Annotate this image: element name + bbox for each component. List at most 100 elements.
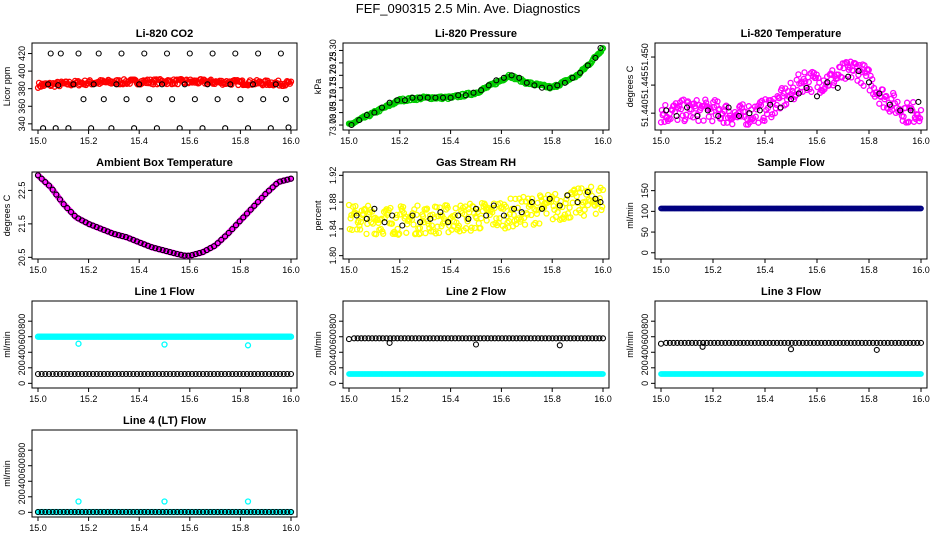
- data-point: [431, 214, 438, 221]
- data-point: [90, 81, 97, 88]
- data-point: [785, 339, 792, 346]
- data-point: [670, 339, 677, 346]
- data-point: [530, 221, 537, 228]
- data-point: [869, 76, 876, 83]
- data-point: [414, 202, 421, 209]
- data-point: [684, 98, 692, 105]
- data-point: [779, 93, 786, 100]
- data-point: [877, 339, 884, 346]
- data-point: [417, 219, 424, 226]
- data-point: [161, 341, 168, 348]
- data-point: [734, 114, 741, 121]
- data-point: [578, 335, 585, 342]
- y-tick-label: 73.25: [328, 52, 338, 75]
- data-point: [45, 81, 52, 88]
- data-point: [910, 339, 917, 346]
- x-tick-label: 15.4: [130, 523, 148, 533]
- data-point: [144, 242, 152, 249]
- x-tick-label: 16.0: [912, 136, 930, 146]
- x-tick-label: 15.2: [80, 265, 98, 275]
- panel-line2-flow: Line 2 Flow 15.0 15.2 15.4 15.6 15.8 16.0 0 2004…: [313, 286, 612, 404]
- data-point: [225, 229, 232, 236]
- data-point: [584, 62, 591, 69]
- x-tick-label: 15.2: [80, 136, 98, 146]
- data-point: [444, 335, 451, 342]
- data-point: [746, 110, 753, 117]
- panel-ambient-temp: Ambient Box Temperature 15.0 15.2 15.4 15.6 1…: [2, 157, 300, 275]
- x-tick-label: 15.8: [543, 136, 561, 146]
- data-point: [562, 200, 569, 207]
- data-point: [146, 96, 153, 103]
- data-point: [536, 220, 543, 227]
- data-point: [599, 45, 607, 52]
- data-point: [255, 50, 262, 57]
- data-point: [829, 339, 836, 346]
- data-point: [787, 79, 794, 87]
- data-point: [265, 187, 273, 194]
- x-tick-label: 15.0: [29, 265, 47, 275]
- data-point: [65, 125, 72, 130]
- data-point: [155, 370, 163, 378]
- data-point: [858, 339, 865, 346]
- data-point: [240, 508, 247, 516]
- data-point: [371, 205, 378, 212]
- data-point: [287, 370, 295, 378]
- plot-frame: [342, 171, 610, 260]
- series-line-2-lo: [346, 371, 606, 377]
- data-point: [159, 247, 166, 254]
- data-point: [916, 118, 923, 125]
- data-point: [141, 241, 148, 248]
- data-point: [209, 50, 216, 57]
- data-point: [432, 230, 439, 237]
- x-tick-label: 15.2: [704, 136, 722, 146]
- x-tick-label: 15.6: [808, 394, 826, 404]
- x-tick-label: 15.4: [756, 394, 774, 404]
- x-tick-label: 15.4: [756, 136, 774, 146]
- data-point: [581, 206, 588, 213]
- data-point: [707, 339, 714, 346]
- x-tick-label: 15.8: [860, 265, 878, 275]
- data-point: [126, 508, 133, 516]
- data-point: [528, 211, 535, 219]
- data-point: [379, 335, 386, 342]
- data-point: [812, 74, 819, 82]
- y-tick-label: 20.5: [17, 249, 27, 267]
- data-point: [399, 222, 406, 229]
- data-point: [527, 335, 534, 342]
- data-point: [115, 508, 122, 516]
- x-tick-label: 15.0: [652, 136, 670, 146]
- y-tick-label: 100: [640, 204, 650, 219]
- data-point: [363, 215, 370, 222]
- data-point: [276, 508, 284, 516]
- x-tick-label: 16.0: [282, 136, 300, 146]
- data-point: [57, 50, 64, 57]
- data-point: [598, 46, 606, 53]
- y-axis-label: degrees C: [2, 194, 12, 236]
- y-tick-label: 600: [17, 458, 27, 473]
- data-point: [807, 339, 814, 346]
- data-point: [760, 114, 767, 121]
- data-point: [130, 236, 137, 243]
- data-point: [174, 370, 181, 378]
- data-point: [521, 221, 529, 228]
- data-point: [561, 211, 568, 218]
- data-point: [363, 112, 370, 119]
- data-point: [97, 508, 104, 516]
- data-point: [477, 335, 484, 342]
- data-point: [493, 77, 500, 84]
- y-tick-label: 400: [17, 474, 27, 489]
- data-point: [434, 223, 441, 230]
- data-point: [884, 339, 891, 346]
- data-point: [836, 339, 843, 346]
- data-point: [126, 235, 133, 242]
- data-point: [60, 201, 67, 208]
- data-point: [456, 228, 463, 235]
- data-point: [566, 204, 573, 211]
- data-point: [64, 205, 71, 212]
- data-point: [93, 508, 100, 516]
- data-point: [596, 335, 603, 342]
- data-point: [357, 218, 365, 226]
- data-point: [683, 104, 691, 111]
- data-point: [152, 370, 159, 378]
- data-point: [556, 335, 563, 342]
